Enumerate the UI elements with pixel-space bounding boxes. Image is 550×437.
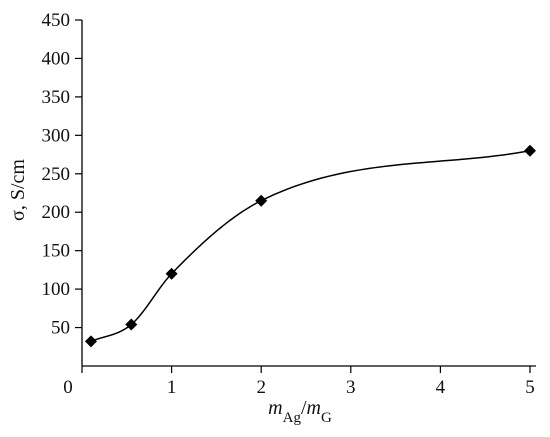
data-point-marker <box>84 335 97 348</box>
x-tick-label: 0 <box>63 377 73 398</box>
axes <box>81 20 536 367</box>
y-tick-label: 100 <box>42 279 71 300</box>
y-tick-label: 50 <box>51 318 70 339</box>
data-point-marker <box>125 318 138 331</box>
y-tick-label: 300 <box>42 125 71 146</box>
y-tick-label: 450 <box>42 10 71 31</box>
y-ticks: 50 100 150 200 250 300 350 400 450 <box>42 10 82 339</box>
y-tick-label: 250 <box>42 164 71 185</box>
data-point-marker <box>524 144 536 157</box>
x-tick-label: 1 <box>167 377 177 398</box>
series-markers <box>84 144 536 348</box>
data-point-marker <box>165 267 178 280</box>
y-axis-label: σ, S/cm <box>7 159 29 221</box>
series-curve <box>90 149 531 343</box>
x-tick-label: 5 <box>525 377 535 398</box>
x-tick-label: 4 <box>436 377 446 398</box>
x-tick-label: 3 <box>346 377 356 398</box>
x-ticks: 0 1 2 3 4 5 <box>63 366 535 398</box>
y-tick-label: 350 <box>42 87 71 108</box>
y-tick-label: 400 <box>42 48 71 69</box>
x-tick-label: 2 <box>256 377 266 398</box>
y-tick-label: 200 <box>42 202 71 223</box>
data-point-marker <box>255 194 268 207</box>
x-axis-label: mAg/mG <box>268 397 332 426</box>
y-tick-label: 150 <box>42 241 71 262</box>
